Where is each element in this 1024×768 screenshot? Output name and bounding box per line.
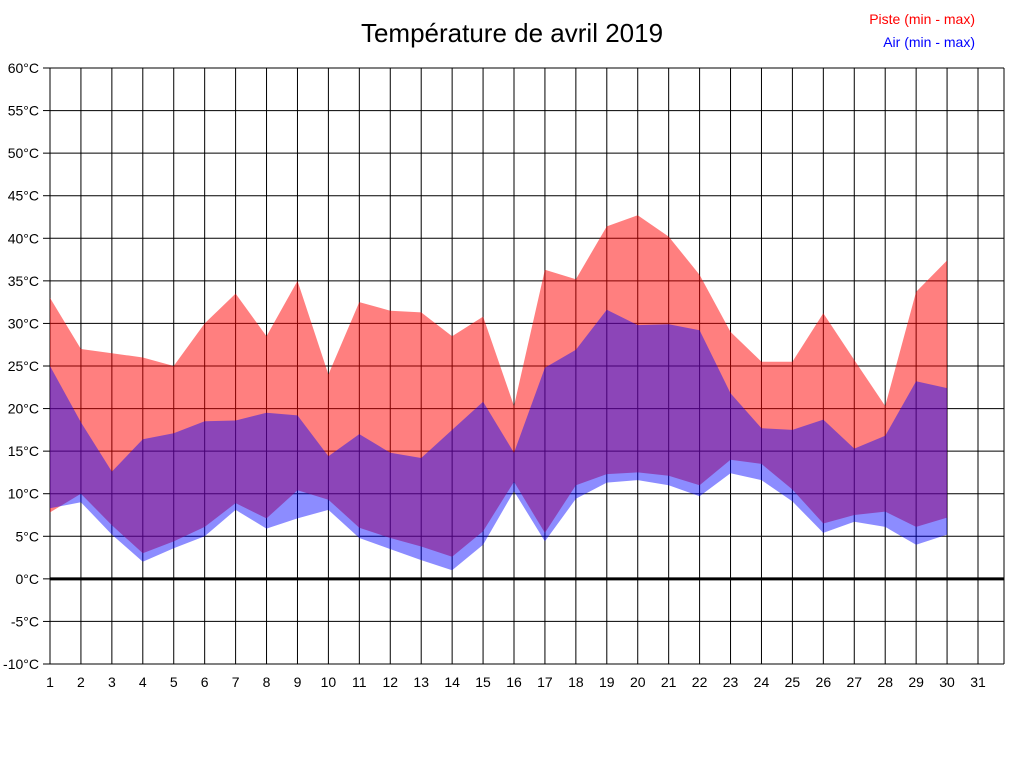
legend-item-air: Air (min - max) xyxy=(883,34,975,50)
x-axis-label: 16 xyxy=(506,674,522,690)
x-axis-label: 6 xyxy=(201,674,209,690)
y-axis-label: -10°C xyxy=(3,656,39,672)
y-axis-label: 0°C xyxy=(16,571,40,587)
y-axis-label: 45°C xyxy=(8,188,39,204)
x-axis-label: 27 xyxy=(846,674,862,690)
y-axis-label: 5°C xyxy=(16,528,40,544)
x-axis-label: 12 xyxy=(382,674,398,690)
x-axis-label: 25 xyxy=(785,674,801,690)
band-air xyxy=(50,309,948,571)
x-axis-label: 4 xyxy=(139,674,147,690)
x-axis-label: 28 xyxy=(877,674,893,690)
x-axis-label: 15 xyxy=(475,674,491,690)
y-axis-label: 60°C xyxy=(8,60,39,76)
y-axis-label: 35°C xyxy=(8,273,39,289)
x-axis-label: 22 xyxy=(692,674,708,690)
band-piste xyxy=(50,215,948,557)
x-axis-label: 14 xyxy=(444,674,460,690)
x-axis-label: 9 xyxy=(294,674,302,690)
y-axis-label: 50°C xyxy=(8,145,39,161)
x-axis-label: 31 xyxy=(970,674,986,690)
x-axis-label: 17 xyxy=(537,674,553,690)
legend-item-piste: Piste (min - max) xyxy=(869,11,975,27)
axes: 60°C55°C50°C45°C40°C35°C30°C25°C20°C15°C… xyxy=(3,60,986,690)
x-axis-label: 10 xyxy=(321,674,337,690)
x-axis-label: 8 xyxy=(263,674,271,690)
x-axis-label: 18 xyxy=(568,674,584,690)
x-axis-label: 23 xyxy=(723,674,739,690)
x-axis-label: 13 xyxy=(413,674,429,690)
x-axis-label: 19 xyxy=(599,674,615,690)
x-axis-label: 24 xyxy=(754,674,770,690)
x-axis-label: 29 xyxy=(908,674,924,690)
y-axis-label: 10°C xyxy=(8,486,39,502)
y-axis-label: 30°C xyxy=(8,315,39,331)
x-axis-label: 11 xyxy=(352,674,367,690)
x-axis-label: 3 xyxy=(108,674,116,690)
y-axis-label: 25°C xyxy=(8,358,39,374)
y-axis-label: 55°C xyxy=(8,103,39,119)
x-axis-label: 30 xyxy=(939,674,955,690)
chart-title: Température de avril 2019 xyxy=(360,18,664,48)
y-axis-label: 40°C xyxy=(8,230,39,246)
y-axis-label: -5°C xyxy=(11,613,39,629)
x-axis-label: 1 xyxy=(46,674,54,690)
y-axis-label: 15°C xyxy=(8,443,39,459)
x-axis-label: 5 xyxy=(170,674,178,690)
x-axis-label: 26 xyxy=(816,674,832,690)
x-axis-label: 20 xyxy=(630,674,646,690)
y-axis-label: 20°C xyxy=(8,401,39,417)
x-axis-label: 2 xyxy=(77,674,85,690)
x-axis-label: 7 xyxy=(232,674,240,690)
chart-legend: Piste (min - max) Air (min - max) xyxy=(869,8,975,54)
x-axis-label: 21 xyxy=(661,674,677,690)
